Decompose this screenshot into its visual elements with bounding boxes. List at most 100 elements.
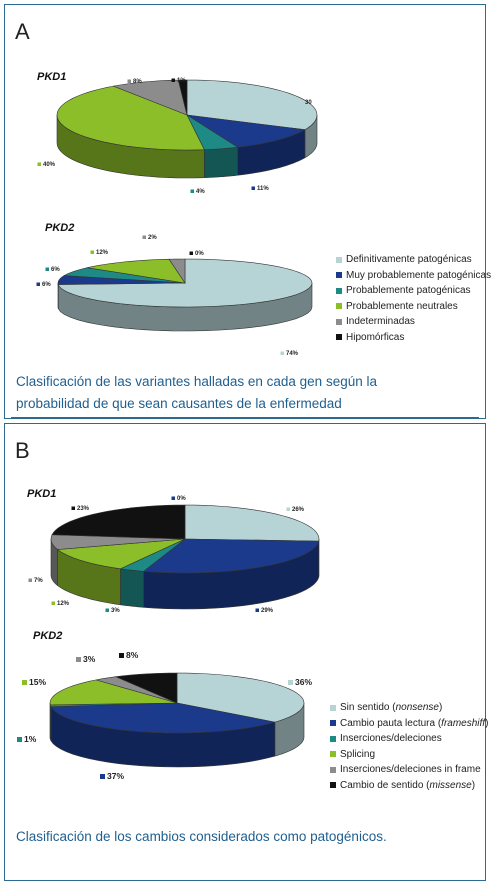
pie-data-label: 15%	[29, 677, 46, 687]
pie-label-marker	[36, 282, 40, 286]
pie-top-group	[49, 672, 305, 734]
panel-a-legend-swatch	[336, 287, 342, 294]
pie-slice	[56, 85, 205, 151]
pie-data-label: 74%	[286, 351, 299, 357]
pie-top-group	[57, 258, 313, 308]
pie-slice-side	[204, 146, 239, 179]
caption-a: Clasificación de las variantes halladas …	[16, 371, 377, 415]
pie-data-label: 23%	[77, 506, 90, 512]
caption-a-line1: Clasificación de las variantes halladas …	[16, 374, 377, 389]
pie-label-marker	[90, 250, 94, 254]
panel-b-legend-item: Cambio de sentido (missense)	[330, 778, 488, 794]
pie-data-label: 1%	[24, 734, 37, 744]
pie-slice	[51, 504, 186, 540]
panel-b-legend-label: Inserciones/deleciones	[340, 733, 442, 745]
chart-title-pkd1-b: PKD1	[27, 488, 57, 500]
panel-a-legend-swatch	[336, 272, 342, 279]
panel-a-legend-swatch	[336, 334, 342, 341]
pie-chart-pkd1-a: 30 11% 4% 40% 8% 1%	[37, 78, 318, 195]
pie-data-label: 36%	[295, 677, 312, 687]
pie-side-group	[49, 702, 305, 768]
panel-b-legend-swatch	[330, 782, 336, 789]
pie-chart-pkd2-b: 36% 37% 1% 15% 3% 8%	[17, 650, 312, 781]
pie-data-label: 0%	[195, 251, 204, 257]
pie-top-group	[56, 79, 318, 151]
pie-data-label: 37%	[107, 771, 124, 781]
pie-slice	[114, 672, 178, 704]
pie-slice	[50, 534, 186, 550]
panel-letter-a: A	[15, 19, 30, 44]
pie-label-marker	[171, 78, 175, 82]
panel-a-legend-label: Muy probablemente patogénicas	[346, 269, 492, 281]
pie-slice	[63, 267, 186, 284]
panel-a-legend-swatch	[336, 318, 342, 325]
pie-data-label: 3%	[111, 608, 120, 614]
pie-slice	[49, 679, 178, 706]
panel-b-legend-swatch	[330, 766, 336, 773]
pie-slice	[56, 538, 186, 570]
pie-label-marker	[280, 351, 284, 355]
pie-side-group	[50, 538, 320, 610]
pie-data-label: 8%	[133, 79, 142, 85]
panel-b-legend-swatch	[330, 735, 336, 742]
pie-label-marker	[51, 601, 55, 605]
pie-label-marker	[286, 507, 290, 511]
legend-b: Sin sentido (nonsense) Cambio pauta lectu…	[330, 700, 488, 793]
pie-label-marker	[22, 680, 27, 685]
pie-label-marker	[299, 100, 303, 104]
pie-label-marker	[100, 774, 105, 779]
pie-data-label: 12%	[96, 250, 109, 256]
pie-label-marker	[37, 162, 41, 166]
pie-data-label: 3%	[83, 654, 96, 664]
pie-label-marker	[17, 737, 22, 742]
pie-label-marker	[119, 653, 124, 658]
pie-slice	[87, 258, 186, 284]
panel-b-legend-swatch	[330, 720, 336, 727]
panel-b-legend-item: Inserciones/deleciones in frame	[330, 762, 488, 778]
panel-a-legend-item: Indeterminadas	[336, 314, 491, 330]
pie-data-label: 40%	[43, 162, 56, 168]
pie-top-group	[50, 504, 320, 574]
pie-data-label: 1%	[177, 78, 186, 84]
pie-label-marker	[76, 657, 81, 662]
pie-data-label: 4%	[196, 189, 205, 195]
caption-divider-a	[11, 417, 479, 419]
pie-label-group: 26% 29% 3% 12% 7% 23% 0%	[28, 496, 305, 614]
caption-b: Clasificación de los cambios considerado…	[16, 826, 387, 848]
pie-slice	[186, 114, 239, 150]
panel-letter-b: B	[15, 438, 30, 463]
pie-slice	[142, 538, 320, 574]
pie-data-label: 2%	[148, 235, 157, 241]
pie-label-group: 30 11% 4% 40% 8% 1%	[37, 78, 312, 195]
pie-data-label: 11%	[257, 186, 269, 192]
caption-a-line2: probabilidad de que sean causantes de la…	[16, 396, 342, 411]
panel-b-legend-item: Sin sentido (nonsense)	[330, 700, 488, 716]
pie-chart-pkd2-a: 74% 6% 6% 12% 2% 0%	[36, 235, 313, 357]
pie-slice-side	[120, 568, 144, 608]
pie-data-label: 12%	[57, 601, 70, 607]
panel-b-legend-label: Cambio de sentido (missense)	[340, 779, 476, 791]
pie-label-marker	[251, 186, 255, 190]
panel-b-legend-item: Cambio pauta lectura (frameshiff)	[330, 716, 488, 732]
legend-a: Definitivamente patogénicas Muy probablem…	[336, 252, 491, 345]
panel-a-legend-swatch	[336, 303, 342, 310]
panel-a-legend-item: Probablemente patogénicas	[336, 283, 491, 299]
panel-a: A PKD1 30 11% 4% 40% 8% 1% PKD2 74% 6% 6% 12% 2% 0…	[4, 4, 491, 419]
pie-data-label: 30	[305, 100, 312, 106]
panel-a-legend-label: Probablemente patogénicas	[346, 285, 471, 297]
panel-b-legend-label: Sin sentido (nonsense)	[340, 702, 443, 714]
pie-label-marker	[142, 235, 146, 239]
chart-title-pkd1-a: PKD1	[37, 71, 67, 83]
pie-data-label: 6%	[42, 282, 51, 288]
panel-b-legend-label: Cambio pauta lectura (frameshiff)	[340, 717, 489, 729]
pie-data-label: 8%	[126, 650, 139, 660]
pie-label-marker	[255, 608, 259, 612]
pie-slice	[177, 79, 188, 116]
panel-b-legend-swatch	[330, 751, 336, 758]
pie-label-marker	[28, 578, 32, 582]
panel-a-legend-label: Definitivamente patogénicas	[346, 254, 472, 266]
panel-a-legend-label: Hipomórficas	[346, 331, 405, 343]
pie-data-label: 7%	[34, 578, 43, 584]
panel-b-legend-swatch	[330, 704, 336, 711]
pie-data-label: 29%	[261, 608, 274, 614]
